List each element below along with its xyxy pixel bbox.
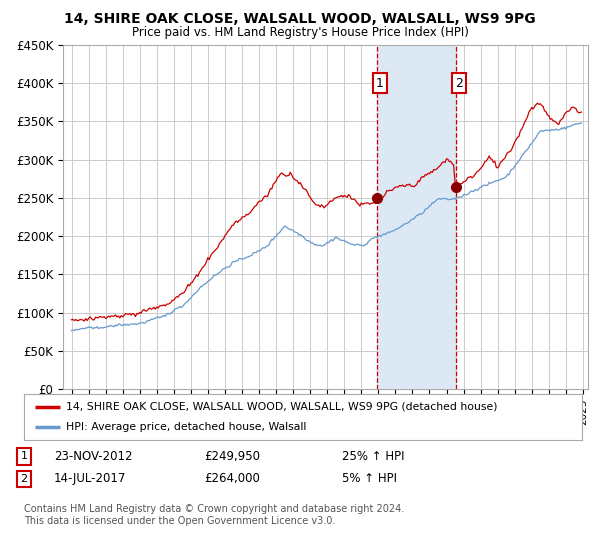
Text: 14-JUL-2017: 14-JUL-2017 xyxy=(54,472,127,486)
Text: 25% ↑ HPI: 25% ↑ HPI xyxy=(342,450,404,463)
Bar xyxy=(377,45,456,389)
Text: 5% ↑ HPI: 5% ↑ HPI xyxy=(342,472,397,486)
Text: 1: 1 xyxy=(376,77,384,90)
Text: 1: 1 xyxy=(20,451,28,461)
Text: 2: 2 xyxy=(455,77,463,90)
Text: Contains HM Land Registry data © Crown copyright and database right 2024.
This d: Contains HM Land Registry data © Crown c… xyxy=(24,504,404,526)
Text: 23-NOV-2012: 23-NOV-2012 xyxy=(54,450,133,463)
Text: HPI: Average price, detached house, Walsall: HPI: Average price, detached house, Wals… xyxy=(66,422,306,432)
Text: 14, SHIRE OAK CLOSE, WALSALL WOOD, WALSALL, WS9 9PG: 14, SHIRE OAK CLOSE, WALSALL WOOD, WALSA… xyxy=(64,12,536,26)
Text: £264,000: £264,000 xyxy=(204,472,260,486)
Text: £249,950: £249,950 xyxy=(204,450,260,463)
Text: Price paid vs. HM Land Registry's House Price Index (HPI): Price paid vs. HM Land Registry's House … xyxy=(131,26,469,39)
Text: 2: 2 xyxy=(20,474,28,484)
Text: 14, SHIRE OAK CLOSE, WALSALL WOOD, WALSALL, WS9 9PG (detached house): 14, SHIRE OAK CLOSE, WALSALL WOOD, WALSA… xyxy=(66,402,497,412)
